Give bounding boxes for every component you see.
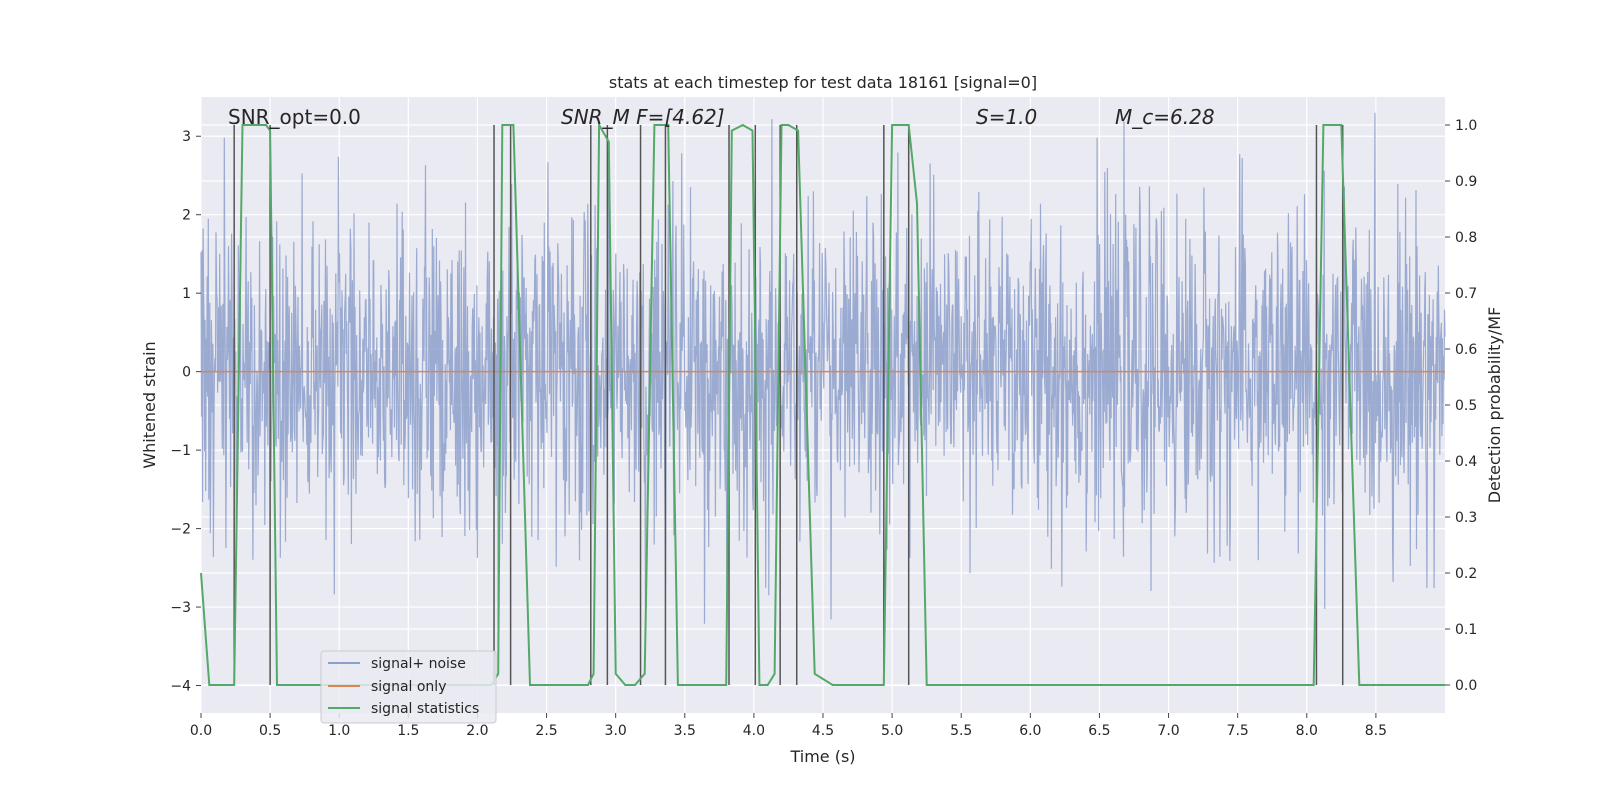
y2-tick-label: 0.8 [1455, 230, 1477, 246]
y2-axis-label: Detection probability/MF [1485, 307, 1504, 504]
x-tick-label: 7.0 [1157, 723, 1179, 739]
x-tick-label: 5.0 [881, 723, 903, 739]
x-tick-label: 1.0 [328, 723, 350, 739]
y2-tick-label: 0.1 [1455, 622, 1477, 638]
y2-tick-label: 0.5 [1455, 398, 1477, 414]
y-tick-label: 0 [182, 365, 191, 381]
y-tick-label: −4 [170, 679, 191, 695]
x-tick-label: 4.0 [743, 723, 765, 739]
x-tick-label: 2.5 [535, 723, 557, 739]
y2-tick-label: 0.3 [1455, 510, 1477, 526]
annotation-s: S=1.0 [976, 105, 1037, 129]
y-tick-label: 3 [182, 129, 191, 145]
y2-tick-label: 0.9 [1455, 174, 1477, 190]
x-tick-label: 6.5 [1088, 723, 1110, 739]
x-tick-label: 2.0 [466, 723, 488, 739]
legend-label-statistics: signal statistics [371, 701, 479, 717]
chart-title: stats at each timestep for test data 181… [609, 73, 1037, 92]
legend-label-signal-only: signal only [371, 679, 446, 695]
y-tick-label: 1 [182, 286, 191, 302]
y2-tick-label: 1.0 [1455, 118, 1477, 134]
annotation-snr-mf: SNR_M F=[4.62] [561, 105, 725, 129]
y2-tick-label: 0.7 [1455, 286, 1477, 302]
annotation-snr-opt: SNR_opt=0.0 [228, 105, 361, 129]
x-tick-label: 7.5 [1227, 723, 1249, 739]
y-tick-label: −1 [170, 443, 191, 459]
legend-label-noise: signal+ noise [371, 656, 466, 672]
x-tick-label: 6.0 [1019, 723, 1041, 739]
y2-tick-label: 0.4 [1455, 454, 1477, 470]
y2-axis-ticks: 1.0 0.9 0.8 0.7 0.6 0.5 0.4 0.3 0.2 0.1 0.0 [1445, 118, 1477, 694]
x-tick-label: 3.5 [674, 723, 696, 739]
noise-series [200, 112, 1446, 659]
y-axis-label: Whitened strain [140, 341, 159, 468]
y-axis-ticks: 3 2 1 0 −1 −2 −3 −4 [170, 129, 201, 695]
x-tick-label: 8.5 [1365, 723, 1387, 739]
x-tick-label: 0.0 [190, 723, 212, 739]
x-tick-label: 1.5 [397, 723, 419, 739]
y2-tick-label: 0.6 [1455, 342, 1477, 358]
x-tick-label: 4.5 [812, 723, 834, 739]
x-axis-ticks: 0.0 0.5 1.0 1.5 2.0 2.5 3.0 3.5 4.0 4.5 5.0 5.5 6.0 6… [190, 713, 1387, 739]
y-tick-label: −3 [170, 600, 191, 616]
legend-box [320, 650, 497, 724]
noise-line [200, 112, 1446, 659]
x-tick-label: 0.5 [259, 723, 281, 739]
y2-tick-label: 0.2 [1455, 566, 1477, 582]
y-tick-label: −2 [170, 522, 191, 538]
x-axis-label: Time (s) [789, 747, 855, 766]
annotations: SNR_opt=0.0 SNR_M F=[4.62] S=1.0 M_c=6.2… [228, 105, 1215, 129]
y-tick-label: 2 [182, 208, 191, 224]
x-tick-label: 5.5 [950, 723, 972, 739]
legend: signal+ noise signal only signal statist… [320, 650, 497, 724]
x-tick-label: 3.0 [605, 723, 627, 739]
y2-tick-label: 0.0 [1455, 678, 1477, 694]
annotation-mc: M_c=6.28 [1115, 105, 1215, 129]
x-tick-label: 8.0 [1296, 723, 1318, 739]
